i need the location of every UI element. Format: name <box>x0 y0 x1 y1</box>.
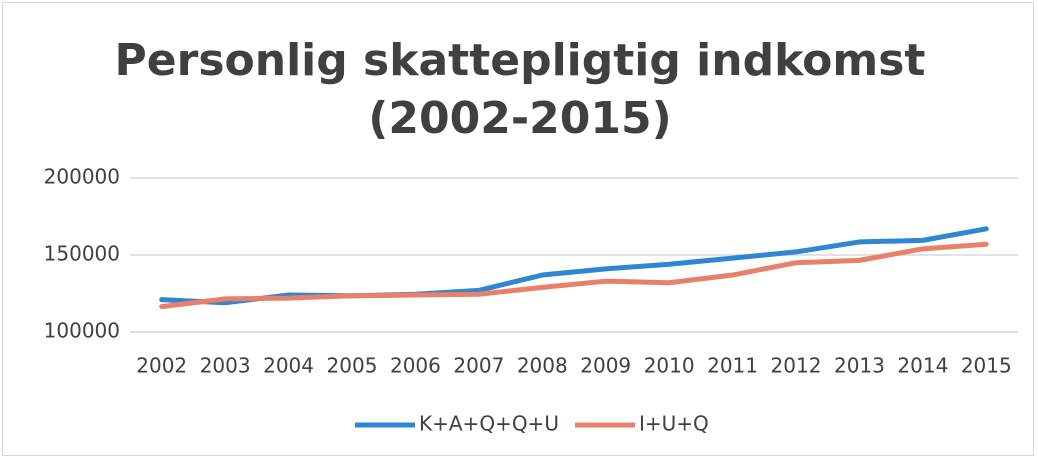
legend-label: K+A+Q+Q+U <box>419 412 559 436</box>
x-tick-label: 2007 <box>453 354 504 378</box>
data-line <box>159 241 989 310</box>
x-tick-label: 2005 <box>327 354 378 378</box>
x-tick-label: 2013 <box>834 354 885 378</box>
x-tick-label: 2006 <box>390 354 441 378</box>
x-tick-label: 2012 <box>771 354 822 378</box>
y-tick-label: 200000 <box>44 165 120 189</box>
chart-title: Personlig skattepligtig indkomst (2002-2… <box>114 35 926 144</box>
x-tick-label: 2008 <box>517 354 568 378</box>
x-tick-label: 2014 <box>897 354 948 378</box>
x-tick-label: 2004 <box>263 354 314 378</box>
x-tick-label: 2011 <box>707 354 758 378</box>
y-tick-label: 150000 <box>44 242 120 266</box>
y-tick-label: 100000 <box>44 319 120 343</box>
x-tick-label: 2009 <box>580 354 631 378</box>
legend-label: I+U+Q <box>639 412 709 436</box>
x-tick-label: 2002 <box>136 354 187 378</box>
x-tick-label: 2015 <box>961 354 1012 378</box>
x-tick-label: 2010 <box>644 354 695 378</box>
x-tick-label: 2003 <box>200 354 251 378</box>
data-line <box>159 226 989 306</box>
